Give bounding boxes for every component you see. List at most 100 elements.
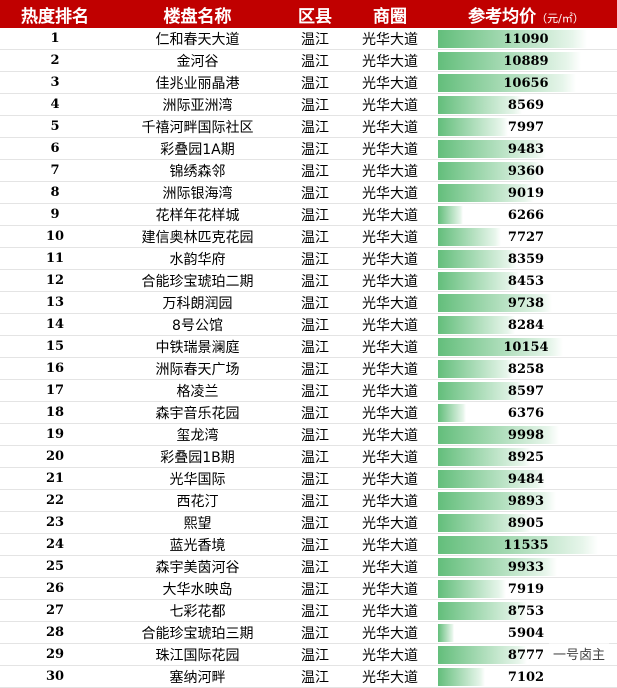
row: 11 水韵华府 温江 光华大道 8359 bbox=[0, 247, 617, 270]
data-bar bbox=[438, 162, 543, 180]
district: 温江 bbox=[285, 643, 345, 666]
rank: 19 bbox=[0, 423, 110, 446]
district: 温江 bbox=[285, 181, 345, 204]
rank: 8 bbox=[0, 181, 110, 204]
rank: 14 bbox=[0, 313, 110, 336]
price-cell: 9483 bbox=[435, 137, 617, 160]
rank: 4 bbox=[0, 93, 110, 116]
project-name: 佳兆业丽晶港 bbox=[110, 71, 285, 94]
price-cell: 8284 bbox=[435, 313, 617, 336]
district: 温江 bbox=[285, 71, 345, 94]
price-cell: 7727 bbox=[435, 225, 617, 248]
price: 10656 bbox=[503, 75, 549, 91]
rank: 3 bbox=[0, 71, 110, 94]
business-area: 光华大道 bbox=[345, 159, 435, 182]
district: 温江 bbox=[285, 445, 345, 468]
business-area: 光华大道 bbox=[345, 335, 435, 358]
project-name: 大华水映岛 bbox=[110, 577, 285, 600]
business-area: 光华大道 bbox=[345, 28, 435, 50]
data-bar bbox=[438, 338, 563, 356]
price: 6266 bbox=[507, 207, 545, 223]
row: 25 森宇美茵河谷 温江 光华大道 9933 bbox=[0, 555, 617, 578]
row: 10 建信奥林匹克花园 温江 光华大道 7727 bbox=[0, 225, 617, 248]
project-name: 水韵华府 bbox=[110, 247, 285, 270]
data-bar bbox=[438, 404, 467, 422]
district: 温江 bbox=[285, 335, 345, 358]
district: 温江 bbox=[285, 621, 345, 644]
business-area: 光华大道 bbox=[345, 445, 435, 468]
project-name: 熙望 bbox=[110, 511, 285, 534]
price: 7919 bbox=[507, 581, 545, 597]
price-cell: 7102 bbox=[435, 665, 617, 688]
business-area: 光华大道 bbox=[345, 357, 435, 380]
business-area: 光华大道 bbox=[345, 115, 435, 138]
price: 7997 bbox=[507, 119, 545, 135]
project-name: 彩叠园1A期 bbox=[110, 137, 285, 160]
price: 7727 bbox=[507, 229, 545, 245]
price: 8925 bbox=[507, 449, 545, 465]
district: 温江 bbox=[285, 577, 345, 600]
project-name: 仁和春天大道 bbox=[110, 28, 285, 50]
project-name: 中铁瑞景澜庭 bbox=[110, 335, 285, 358]
price-cell: 7997 bbox=[435, 115, 617, 138]
rank: 28 bbox=[0, 621, 110, 644]
price-cell: 9738 bbox=[435, 291, 617, 314]
row: 18 森宇音乐花园 温江 光华大道 6376 bbox=[0, 401, 617, 424]
row: 6 彩叠园1A期 温江 光华大道 9483 bbox=[0, 137, 617, 160]
price-cell: 6266 bbox=[435, 203, 617, 226]
district: 温江 bbox=[285, 159, 345, 182]
data-bar bbox=[438, 140, 546, 158]
project-name: 塞纳河畔 bbox=[110, 665, 285, 688]
data-bar bbox=[438, 536, 598, 554]
rank: 26 bbox=[0, 577, 110, 600]
data-bar bbox=[438, 448, 532, 466]
rank: 11 bbox=[0, 247, 110, 270]
price: 8569 bbox=[507, 97, 545, 113]
data-bar bbox=[438, 382, 523, 400]
row: 17 格凌兰 温江 光华大道 8597 bbox=[0, 379, 617, 402]
project-name: 锦绣森邻 bbox=[110, 159, 285, 182]
unit: （元/㎡） bbox=[536, 11, 584, 25]
business-area: 光华大道 bbox=[345, 467, 435, 490]
price-cell: 8258 bbox=[435, 357, 617, 380]
project-name: 光华国际 bbox=[110, 467, 285, 490]
district: 温江 bbox=[285, 93, 345, 116]
row: 26 大华水映岛 温江 光华大道 7919 bbox=[0, 577, 617, 600]
header: 楼盘名称 bbox=[110, 0, 285, 28]
header: 商圈 bbox=[345, 0, 435, 28]
rank: 12 bbox=[0, 269, 110, 292]
price: 8777 bbox=[507, 647, 545, 663]
data-bar bbox=[438, 624, 454, 642]
business-area: 光华大道 bbox=[345, 313, 435, 336]
row: 16 洲际春天广场 温江 光华大道 8258 bbox=[0, 357, 617, 380]
business-area: 光华大道 bbox=[345, 621, 435, 644]
project-name: 蓝光香境 bbox=[110, 533, 285, 556]
price: 9360 bbox=[507, 163, 545, 179]
business-area: 光华大道 bbox=[345, 203, 435, 226]
price-cell: 10154 bbox=[435, 335, 617, 358]
district: 温江 bbox=[285, 225, 345, 248]
row: 27 七彩花都 温江 光华大道 8753 bbox=[0, 599, 617, 622]
row: 21 光华国际 温江 光华大道 9484 bbox=[0, 467, 617, 490]
price-cell: 9484 bbox=[435, 467, 617, 490]
price: 8753 bbox=[507, 603, 545, 619]
project-name: 建信奥林匹克花园 bbox=[110, 225, 285, 248]
project-name: 玺龙湾 bbox=[110, 423, 285, 446]
data-bar bbox=[438, 470, 546, 488]
business-area: 光华大道 bbox=[345, 137, 435, 160]
business-area: 光华大道 bbox=[345, 181, 435, 204]
price-cell: 8359 bbox=[435, 247, 617, 270]
business-area: 光华大道 bbox=[345, 511, 435, 534]
price-cell: 9893 bbox=[435, 489, 617, 512]
data-bar bbox=[438, 294, 553, 312]
price: 9019 bbox=[507, 185, 545, 201]
business-area: 光华大道 bbox=[345, 599, 435, 622]
district: 温江 bbox=[285, 599, 345, 622]
project-name: 七彩花都 bbox=[110, 599, 285, 622]
price: 9933 bbox=[507, 559, 545, 575]
header: 热度排名 bbox=[0, 0, 110, 28]
price-cell: 7919 bbox=[435, 577, 617, 600]
business-area: 光华大道 bbox=[345, 49, 435, 72]
district: 温江 bbox=[285, 291, 345, 314]
district: 温江 bbox=[285, 511, 345, 534]
